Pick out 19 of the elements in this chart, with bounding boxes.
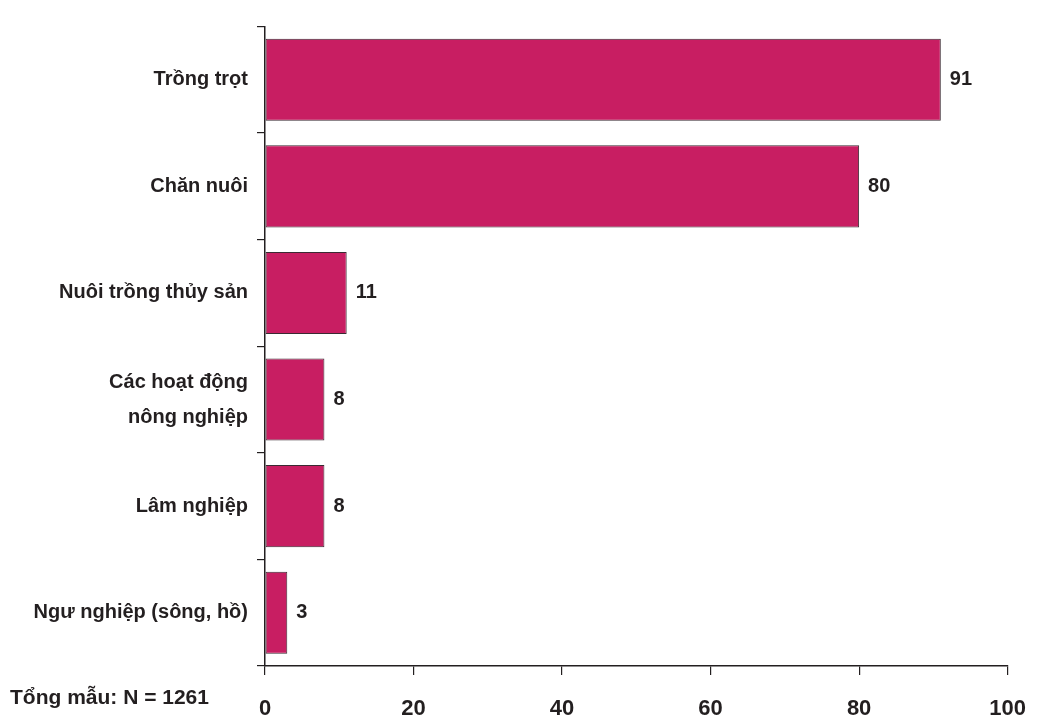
data-label: 11 <box>355 280 377 303</box>
data-label: 80 <box>868 173 891 196</box>
y-tick-label: Các hoạt động nông nghiệp <box>109 369 248 427</box>
data-label: 8 <box>333 493 345 516</box>
x-tick-label: 20 <box>401 695 426 719</box>
data-label: 91 <box>949 67 973 90</box>
x-tick-label: 80 <box>846 695 872 719</box>
data-label: 3 <box>296 600 308 623</box>
x-tick-label: 0 <box>258 695 272 719</box>
text: Tổng mẫu: N = 1261 <box>10 685 210 708</box>
x-tick-label: 100 <box>989 695 1027 719</box>
x-tick-label: 40 <box>549 695 575 719</box>
data-label: 8 <box>333 387 345 410</box>
y-tick-label: Chăn nuôi <box>150 173 248 196</box>
y-tick-label: Lâm nghiệp <box>135 493 248 516</box>
y-tick-label: Trồng trọt <box>153 67 249 90</box>
y-tick-label: Ngư nghiệp (sông, hồ) <box>33 600 248 623</box>
y-tick-label: Nuôi trồng thủy sản <box>59 280 248 303</box>
x-tick-label: 60 <box>698 695 723 719</box>
